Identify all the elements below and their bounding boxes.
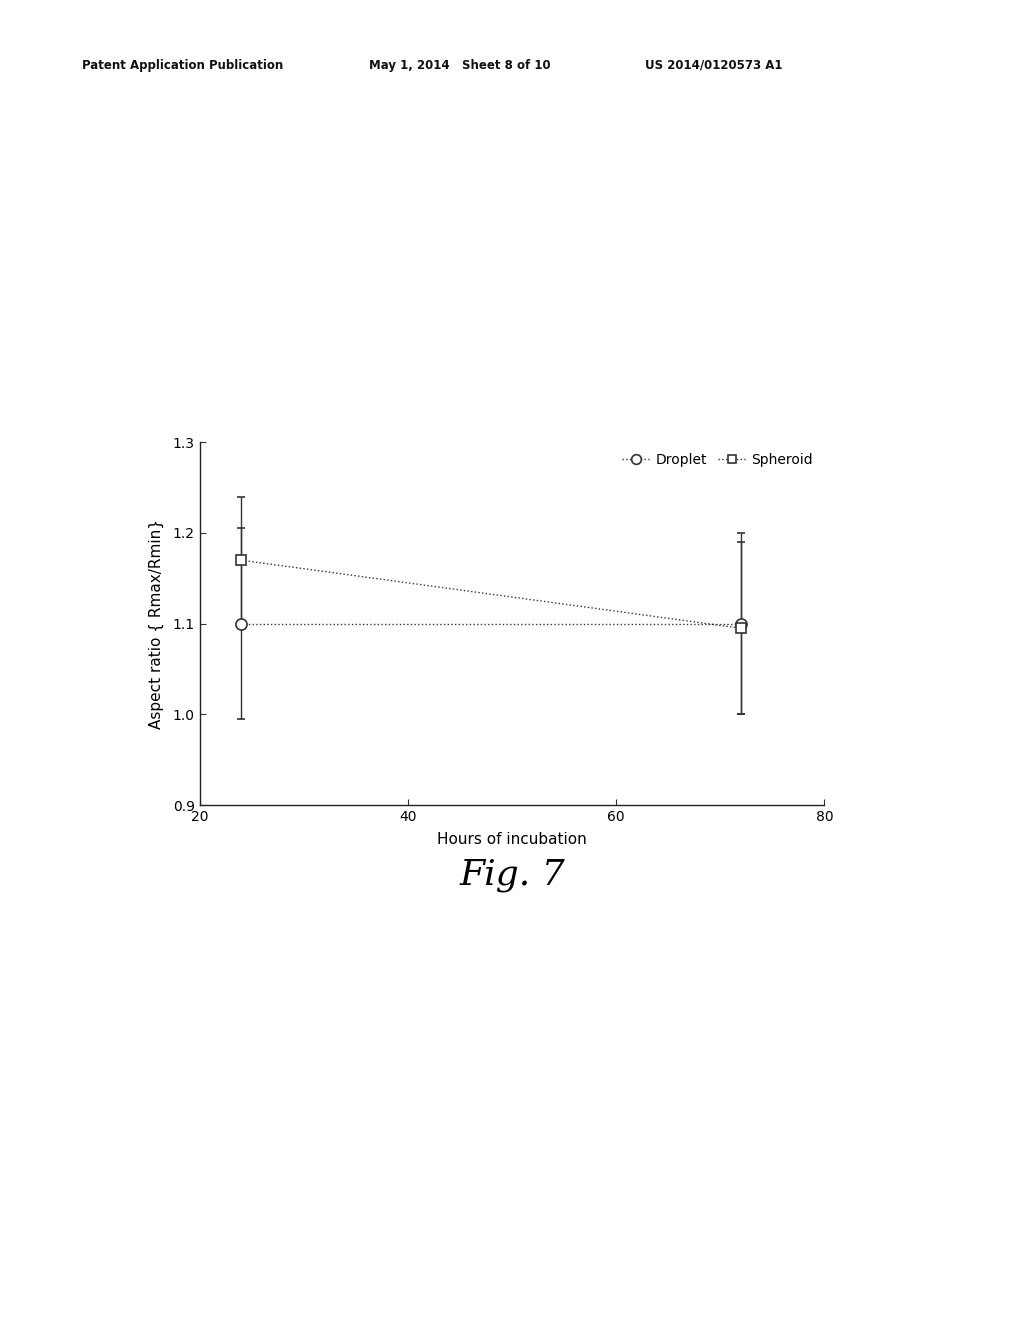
Y-axis label: Aspect ratio { Rmax/Rmin}: Aspect ratio { Rmax/Rmin} xyxy=(150,519,165,729)
X-axis label: Hours of incubation: Hours of incubation xyxy=(437,833,587,847)
Legend: Droplet, Spheroid: Droplet, Spheroid xyxy=(618,449,817,471)
Text: Patent Application Publication: Patent Application Publication xyxy=(82,58,284,71)
Text: May 1, 2014   Sheet 8 of 10: May 1, 2014 Sheet 8 of 10 xyxy=(369,58,550,71)
Text: US 2014/0120573 A1: US 2014/0120573 A1 xyxy=(645,58,782,71)
Text: Fig. 7: Fig. 7 xyxy=(459,858,565,892)
